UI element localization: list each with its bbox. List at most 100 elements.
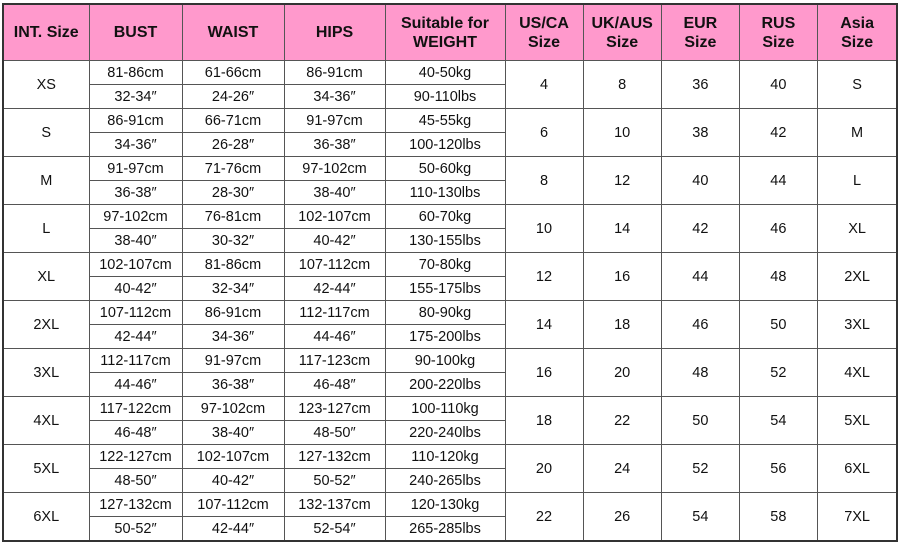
weight-kg-cell: 100-110kg	[384, 396, 506, 421]
eur-size-cell: 38	[660, 108, 740, 157]
weight-kg-cell: 120-130kg	[384, 492, 506, 517]
waist-cm-cell: 76-81cm	[181, 204, 285, 229]
us-size-cell: 20	[504, 444, 584, 493]
rus-size-cell: 42	[738, 108, 818, 157]
bust-cm-cell: 86-91cm	[88, 108, 183, 133]
header-weight: Suitable for WEIGHT	[384, 3, 506, 61]
waist-cm-cell: 107-112cm	[181, 492, 285, 517]
waist-in-cell: 40-42″	[181, 468, 285, 493]
header-us-ca: US/CA Size	[504, 3, 584, 61]
hips-cm-cell: 112-117cm	[283, 300, 386, 325]
bust-cm-cell: 117-122cm	[88, 396, 183, 421]
weight-kg-cell: 60-70kg	[384, 204, 506, 229]
rus-size-cell: 40	[738, 60, 818, 109]
eur-size-cell: 42	[660, 204, 740, 253]
rus-size-cell: 56	[738, 444, 818, 493]
waist-cm-cell: 86-91cm	[181, 300, 285, 325]
table-row: 2XL 107-112cm 86-91cm 112-117cm 80-90kg 14 18 4…	[2, 300, 898, 349]
int-size-cell: 5XL	[2, 444, 90, 493]
waist-cm-cell: 61-66cm	[181, 60, 285, 85]
asia-size-cell: M	[816, 108, 898, 157]
uk-size-cell: 22	[582, 396, 662, 445]
uk-size-cell: 26	[582, 492, 662, 542]
hips-in-cell: 48-50″	[283, 420, 386, 445]
asia-size-cell: S	[816, 60, 898, 109]
waist-in-cell: 32-34″	[181, 276, 285, 301]
asia-size-cell: 3XL	[816, 300, 898, 349]
uk-size-cell: 8	[582, 60, 662, 109]
table-row-inches: 42-44″ 34-36″ 44-46″ 175-200lbs	[3, 324, 897, 349]
bust-cm-cell: 122-127cm	[88, 444, 183, 469]
hips-cm-cell: 117-123cm	[283, 348, 386, 373]
us-size-cell: 12	[504, 252, 584, 301]
int-size-cell: L	[2, 204, 90, 253]
weight-lbs-cell: 130-155lbs	[384, 228, 506, 253]
weight-kg-cell: 50-60kg	[384, 156, 506, 181]
hips-cm-cell: 123-127cm	[283, 396, 386, 421]
table-row: 5XL 122-127cm 102-107cm 127-132cm 110-120kg 2…	[2, 444, 898, 493]
waist-cm-cell: 66-71cm	[181, 108, 285, 133]
uk-size-cell: 10	[582, 108, 662, 157]
uk-size-cell: 24	[582, 444, 662, 493]
hips-cm-cell: 91-97cm	[283, 108, 386, 133]
waist-in-cell: 26-28″	[181, 132, 285, 157]
weight-lbs-cell: 265-285lbs	[384, 516, 506, 542]
header-rus: RUS Size	[738, 3, 818, 61]
weight-lbs-cell: 175-200lbs	[384, 324, 506, 349]
us-size-cell: 22	[504, 492, 584, 542]
weight-lbs-cell: 220-240lbs	[384, 420, 506, 445]
asia-size-cell: 2XL	[816, 252, 898, 301]
table-row-inches: 34-36″ 26-28″ 36-38″ 100-120lbs	[3, 132, 897, 157]
header-hips: HIPS	[283, 3, 386, 61]
bust-in-cell: 50-52″	[88, 516, 183, 542]
waist-in-cell: 36-38″	[181, 372, 285, 397]
bust-in-cell: 40-42″	[88, 276, 183, 301]
hips-in-cell: 44-46″	[283, 324, 386, 349]
table-row-inches: 38-40″ 30-32″ 40-42″ 130-155lbs	[3, 228, 897, 253]
eur-size-cell: 40	[660, 156, 740, 205]
bust-cm-cell: 127-132cm	[88, 492, 183, 517]
uk-size-cell: 20	[582, 348, 662, 397]
bust-in-cell: 42-44″	[88, 324, 183, 349]
header-uk-aus: UK/AUS Size	[582, 3, 662, 61]
asia-size-cell: L	[816, 156, 898, 205]
hips-in-cell: 34-36″	[283, 84, 386, 109]
eur-size-cell: 54	[660, 492, 740, 542]
int-size-cell: 4XL	[2, 396, 90, 445]
bust-cm-cell: 102-107cm	[88, 252, 183, 277]
us-size-cell: 14	[504, 300, 584, 349]
waist-in-cell: 34-36″	[181, 324, 285, 349]
bust-in-cell: 36-38″	[88, 180, 183, 205]
header-waist: WAIST	[181, 3, 285, 61]
waist-in-cell: 24-26″	[181, 84, 285, 109]
us-size-cell: 8	[504, 156, 584, 205]
eur-size-cell: 46	[660, 300, 740, 349]
header-eur: EUR Size	[660, 3, 740, 61]
header-row: INT. Size BUST WAIST HIPS Suitable for W…	[2, 3, 898, 61]
hips-in-cell: 50-52″	[283, 468, 386, 493]
weight-lbs-cell: 100-120lbs	[384, 132, 506, 157]
weight-lbs-cell: 155-175lbs	[384, 276, 506, 301]
bust-in-cell: 32-34″	[88, 84, 183, 109]
weight-kg-cell: 40-50kg	[384, 60, 506, 85]
table-row: L 97-102cm 76-81cm 102-107cm 60-70kg 10 14 42 46…	[2, 204, 898, 253]
hips-in-cell: 42-44″	[283, 276, 386, 301]
us-size-cell: 18	[504, 396, 584, 445]
weight-kg-cell: 90-100kg	[384, 348, 506, 373]
bust-in-cell: 46-48″	[88, 420, 183, 445]
bust-cm-cell: 97-102cm	[88, 204, 183, 229]
rus-size-cell: 58	[738, 492, 818, 542]
hips-cm-cell: 86-91cm	[283, 60, 386, 85]
asia-size-cell: 7XL	[816, 492, 898, 542]
weight-kg-cell: 110-120kg	[384, 444, 506, 469]
weight-lbs-cell: 110-130lbs	[384, 180, 506, 205]
hips-in-cell: 40-42″	[283, 228, 386, 253]
int-size-cell: 6XL	[2, 492, 90, 542]
uk-size-cell: 16	[582, 252, 662, 301]
eur-size-cell: 36	[660, 60, 740, 109]
uk-size-cell: 18	[582, 300, 662, 349]
weight-kg-cell: 80-90kg	[384, 300, 506, 325]
table-row-inches: 36-38″ 28-30″ 38-40″ 110-130lbs	[3, 180, 897, 205]
table-row-inches: 50-52″ 42-44″ 52-54″ 265-285lbs	[3, 516, 897, 542]
waist-cm-cell: 97-102cm	[181, 396, 285, 421]
